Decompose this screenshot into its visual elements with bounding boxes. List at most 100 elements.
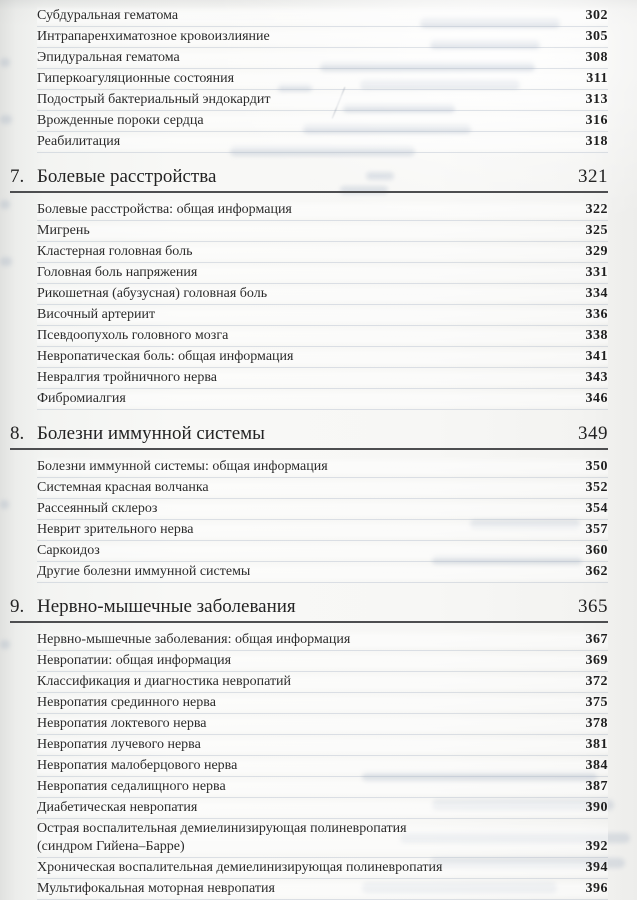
entry-title: Мультифокальная моторная невропатия xyxy=(37,881,275,896)
entry-page-number: 394 xyxy=(585,860,608,875)
entry-page-number: 331 xyxy=(585,265,608,280)
chapter-number: 8. xyxy=(10,423,25,444)
entry-page-number: 343 xyxy=(585,370,608,385)
chapter-title: Нервно-мышечные заболевания xyxy=(37,596,296,617)
toc-entry: Невропатия седалищного нерва 387 xyxy=(37,777,608,798)
toc-entry: Классификация и диагностика невропатий 3… xyxy=(37,672,608,693)
entry-page-number: 334 xyxy=(585,286,608,301)
entry-page-number: 329 xyxy=(585,244,608,259)
toc-entry: Фибромиалгия 346 xyxy=(37,389,608,410)
entry-page-number: 362 xyxy=(585,564,608,579)
entry-page-number: 302 xyxy=(585,8,608,23)
entry-title: Рассеянный склероз xyxy=(37,501,158,516)
entry-title: Головная боль напряжения xyxy=(37,265,198,280)
toc-entry: Гиперкоагуляционные состояния 311 xyxy=(37,69,608,90)
toc-entry: Рассеянный склероз 354 xyxy=(37,499,608,520)
entry-title: Хроническая воспалительная демиелинизиру… xyxy=(37,860,443,875)
chapter-title: Болезни иммунной системы xyxy=(37,423,265,444)
entry-title: Невропатия лучевого нерва xyxy=(37,737,201,752)
entry-page-number: 313 xyxy=(585,92,608,107)
entry-title: Саркоидоз xyxy=(37,543,100,558)
toc-entry: Хроническая воспалительная демиелинизиру… xyxy=(37,858,608,879)
toc-entry: Саркоидоз 360 xyxy=(37,541,608,562)
entry-title: Неврит зрительного нерва xyxy=(37,522,194,537)
chapter-heading: 8. Болезни иммунной системы 349 xyxy=(10,422,608,450)
entry-page-number: 316 xyxy=(585,113,608,128)
entry-page-number: 350 xyxy=(585,459,608,474)
toc-entry: Невралгия тройничного нерва 343 xyxy=(37,368,608,389)
toc-entry: Височный артериит 336 xyxy=(37,305,608,326)
toc-entry: Субдуральная гематома 302 xyxy=(37,6,608,27)
entry-title: Рикошетная (абузусная) головная боль xyxy=(37,286,268,301)
toc-entry: Реабилитация 318 xyxy=(37,132,608,153)
entry-page-number: 336 xyxy=(585,307,608,322)
entry-title: Невралгия тройничного нерва xyxy=(37,370,217,385)
chapter-page-number: 321 xyxy=(578,166,608,187)
toc-entry: Мультифокальная моторная невропатия 396 xyxy=(37,879,608,900)
entry-title: Височный артериит xyxy=(37,307,156,322)
entry-page-number: 387 xyxy=(585,779,608,794)
toc-entry: Невропатии: общая информация 369 xyxy=(37,651,608,672)
toc-entry: Мигрень 325 xyxy=(37,221,608,242)
toc-entry: Нервно-мышечные заболевания: общая инфор… xyxy=(37,630,608,651)
toc-entry: Интрапаренхиматозное кровоизлияние 305 xyxy=(37,27,608,48)
toc-entry: Невропатическая боль: общая информация 3… xyxy=(37,347,608,368)
entry-title: Интрапаренхиматозное кровоизлияние xyxy=(37,29,270,44)
toc-entry: Врожденные пороки сердца 316 xyxy=(37,111,608,132)
toc-entry: Невропатия локтевого нерва 378 xyxy=(37,714,608,735)
entry-title: Невропатия седалищного нерва xyxy=(37,779,226,794)
entry-page-number: 322 xyxy=(585,202,608,217)
toc-entry: Болезни иммунной системы: общая информац… xyxy=(37,457,608,478)
entry-page-number: 390 xyxy=(585,800,608,815)
chapter-page-number: 365 xyxy=(578,596,608,617)
entry-title: Системная красная волчанка xyxy=(37,480,209,495)
toc-entry: Подострый бактериальный эндокардит 313 xyxy=(37,90,608,111)
entry-title: Мигрень xyxy=(37,223,90,238)
toc-entry: Кластерная головная боль 329 xyxy=(37,242,608,263)
chapter-heading: 9. Нервно-мышечные заболевания 365 xyxy=(10,595,608,623)
entry-title: Эпидуральная гематома xyxy=(37,50,180,65)
entry-title: Острая воспалительная демиелинизирующая … xyxy=(37,821,407,854)
toc-section: 9. Нервно-мышечные заболевания 365 Нервн… xyxy=(10,595,608,900)
entry-title: Другие болезни иммунной системы xyxy=(37,564,251,579)
toc-section: 8. Болезни иммунной системы 349 Болезни … xyxy=(10,422,608,583)
toc-section: 7. Болевые расстройства 321 Болевые расс… xyxy=(10,165,608,410)
entry-page-number: 341 xyxy=(585,349,608,364)
entry-page-number: 354 xyxy=(585,501,608,516)
toc-entry: Невропатия срединного нерва 375 xyxy=(37,693,608,714)
toc-entry: Неврит зрительного нерва 357 xyxy=(37,520,608,541)
entry-title: Классификация и диагностика невропатий xyxy=(37,674,292,689)
chapter-number: 7. xyxy=(10,166,25,187)
entry-title: Невропатическая боль: общая информация xyxy=(37,349,294,364)
entry-title: Псевдоопухоль головного мозга xyxy=(37,328,229,343)
entry-title: Невропатии: общая информация xyxy=(37,653,232,668)
toc-entry: Невропатия лучевого нерва 381 xyxy=(37,735,608,756)
chapter-number: 9. xyxy=(10,596,25,617)
entry-page-number: 360 xyxy=(585,543,608,558)
entry-page-number: 346 xyxy=(585,391,608,406)
chapter-heading: 7. Болевые расстройства 321 xyxy=(10,165,608,193)
chapter-entries: Нервно-мышечные заболевания: общая инфор… xyxy=(37,630,608,900)
entry-page-number: 308 xyxy=(585,50,608,65)
entry-title: Невропатия малоберцового нерва xyxy=(37,758,238,773)
entry-title: Врожденные пороки сердца xyxy=(37,113,204,128)
toc-entry: Диабетическая невропатия 390 xyxy=(37,798,608,819)
entry-title: Диабетическая невропатия xyxy=(37,800,198,815)
entry-page-number: 369 xyxy=(585,653,608,668)
entry-page-number: 338 xyxy=(585,328,608,343)
entry-page-number: 384 xyxy=(585,758,608,773)
toc-entry: Рикошетная (абузусная) головная боль 334 xyxy=(37,284,608,305)
entry-page-number: 367 xyxy=(585,632,608,647)
chapter-entries: Болезни иммунной системы: общая информац… xyxy=(37,457,608,583)
toc-entry: Системная красная волчанка 352 xyxy=(37,478,608,499)
entry-page-number: 375 xyxy=(585,695,608,710)
chapter-page-number: 349 xyxy=(578,423,608,444)
entry-page-number: 381 xyxy=(585,737,608,752)
entry-page-number: 311 xyxy=(586,71,608,86)
entry-title: Болевые расстройства: общая информация xyxy=(37,202,292,217)
toc-entry: Эпидуральная гематома 308 xyxy=(37,48,608,69)
toc-entry: Болевые расстройства: общая информация 3… xyxy=(37,200,608,221)
entry-page-number: 352 xyxy=(585,480,608,495)
